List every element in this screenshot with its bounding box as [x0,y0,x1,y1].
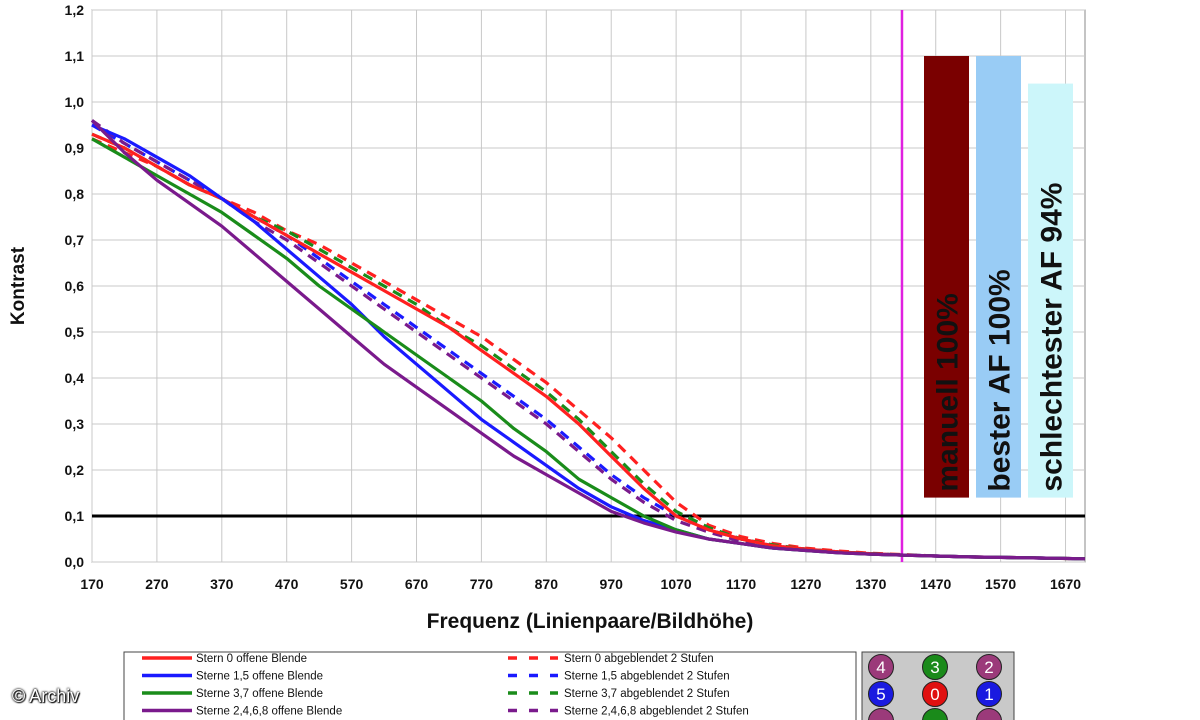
x-tick-label: 870 [535,576,559,592]
y-tick-label: 0,5 [65,324,85,340]
x-tick-label: 270 [145,576,169,592]
x-tick-label: 170 [80,576,104,592]
x-tick-label: 970 [600,576,624,592]
y-tick-labels: 0,0 0,1 0,2 0,3 0,4 0,5 0,6 0,7 0,8 0,9 1,0 1,1 1,2 [65,2,85,570]
y-tick-label: 1,1 [65,48,85,64]
sensor-circle-label: 0 [930,685,939,704]
legend-label: Sterne 1,5 offene Blende [196,671,323,683]
series-line [91,137,1086,561]
x-tick-label: 670 [405,576,429,592]
series-lines [90,119,1086,561]
x-tick-label: 1170 [726,576,757,592]
sensor-circle-label: 2 [984,658,993,677]
legend-label: Sterne 2,4,6,8 abgeblendet 2 Stufen [564,706,749,718]
focus-bar [1028,83,1073,498]
sensor-circle [976,681,1002,707]
y-tick-label: 0,3 [65,416,85,432]
sensor-circle-label: 4 [876,658,885,677]
y-axis-title: Kontrast [8,246,29,325]
sensor-circle-label: 5 [876,685,885,704]
sensor-circle [976,654,1002,680]
x-tick-label: 1270 [790,576,821,592]
x-tick-label: 1570 [985,576,1016,592]
sensor-circle [868,708,894,720]
x-tick-labels: 170 270 370 470 570 670 770 870 970 1070 1170 1270 1… [80,576,1081,592]
series-line [91,132,1086,561]
x-tick-label: 1370 [855,576,886,592]
x-axis-title: Frequenz (Linienpaare/Bildhöhe) [427,610,754,633]
x-tick-label: 470 [275,576,299,592]
focus-bar [976,56,1021,498]
sensor-circle [868,654,894,680]
y-tick-label: 0,4 [65,370,85,386]
y-tick-label: 0,1 [65,508,85,524]
focus-bars: manuell 100% bester AF 100% schlechtester … [924,56,1073,498]
y-tick-label: 0,7 [65,232,85,248]
y-tick-label: 0,2 [65,462,85,478]
focus-bar-label: manuell 100% [932,293,965,491]
y-tick-label: 0,6 [65,278,85,294]
legend-label: Sterne 1,5 abgeblendet 2 Stufen [564,671,730,683]
y-tick-label: 0,8 [65,186,85,202]
legend-label: Stern 0 abgeblendet 2 Stufen [564,653,714,665]
watermark: © Archiv [12,686,80,706]
x-tick-label: 570 [340,576,364,592]
sensor-circle-label: 1 [984,685,993,704]
legend-label: Stern 0 offene Blende [196,653,307,665]
legend: Stern 0 offene Blende Sterne 1,5 offene B… [142,653,749,718]
sensor-grid: 4 3 2 5 0 1 [868,654,1002,720]
x-tick-label: 1070 [661,576,692,592]
x-tick-label: 1670 [1050,576,1081,592]
y-tick-label: 0,0 [65,554,85,570]
sensor-circle [976,708,1002,720]
y-tick-label: 0,9 [65,140,85,156]
focus-bar-label: schlechtester AF 94% [1036,183,1069,492]
sensor-circle [922,654,948,680]
x-tick-label: 770 [470,576,494,592]
focus-bar-label: bester AF 100% [984,269,1017,491]
y-tick-label: 1,0 [65,94,85,110]
sensor-circle [922,708,948,720]
legend-label: Sterne 3,7 offene Blende [196,688,323,700]
sensor-circle [922,681,948,707]
sensor-circle [868,681,894,707]
sensor-circle-label: 3 [930,658,939,677]
legend-label: Sterne 2,4,6,8 offene Blende [196,706,342,718]
x-tick-label: 370 [210,576,234,592]
y-tick-label: 1,2 [65,2,85,18]
focus-bar [924,56,969,498]
series-line [90,119,1086,561]
x-tick-label: 1470 [920,576,951,592]
legend-box [123,651,857,720]
legend-label: Sterne 3,7 abgeblendet 2 Stufen [564,688,730,700]
